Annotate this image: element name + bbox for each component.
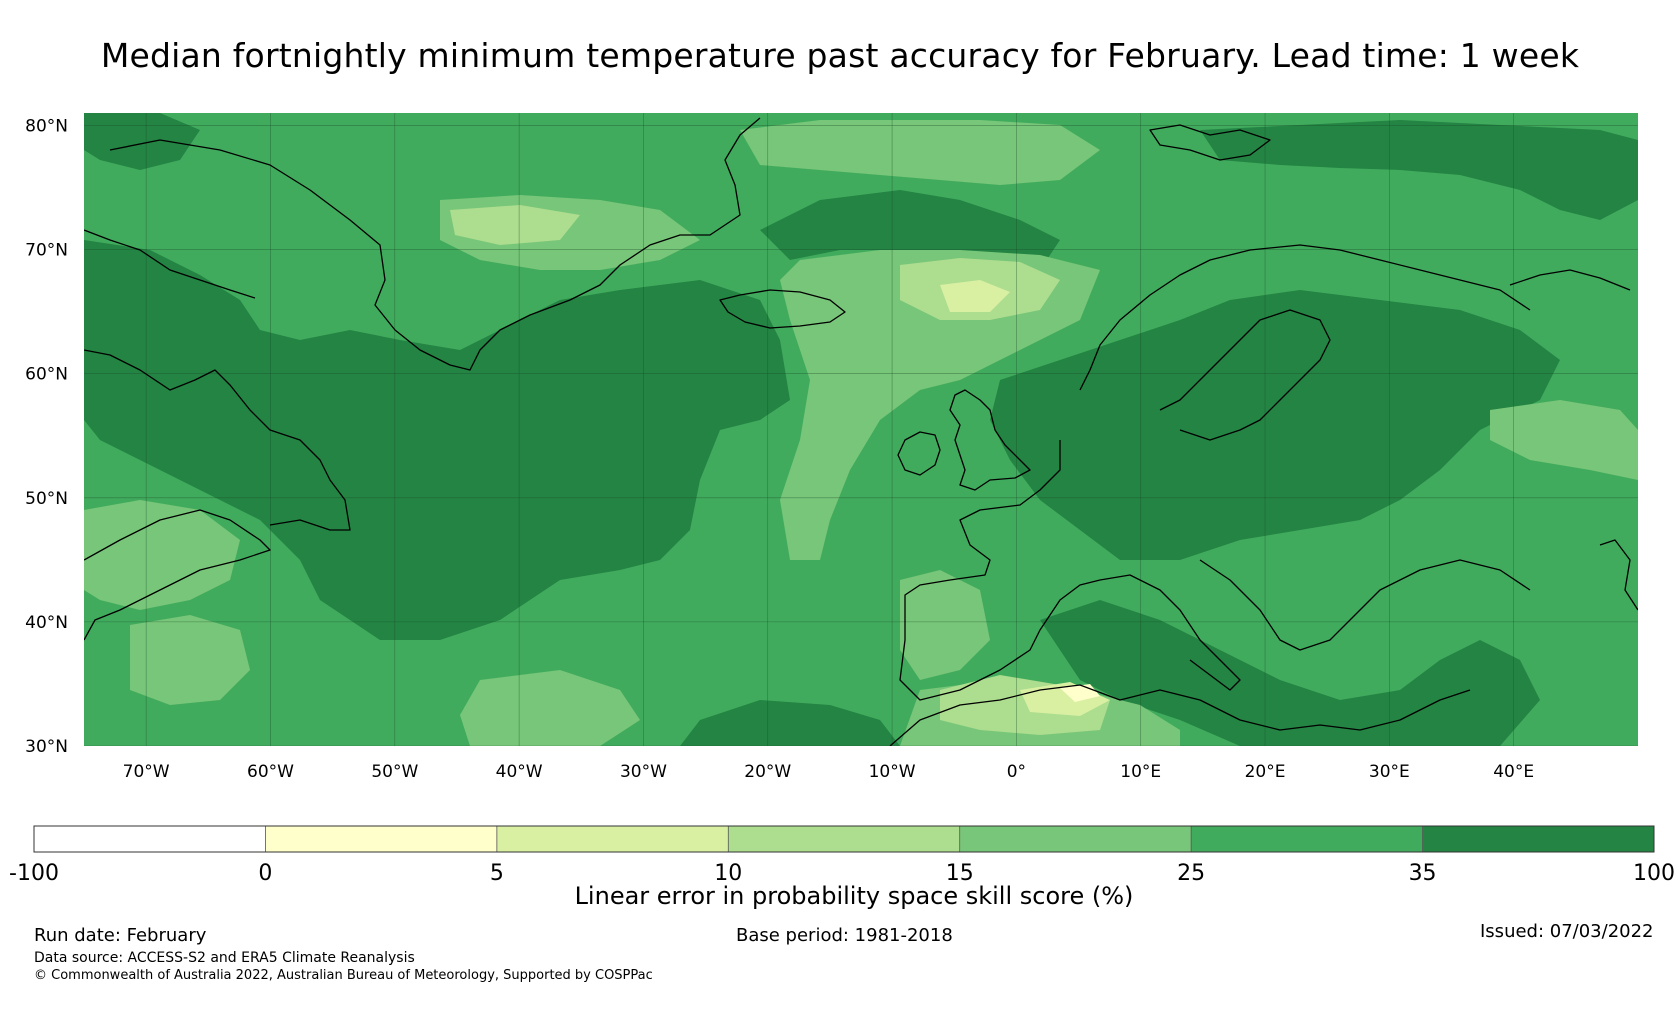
graticule [84, 113, 1638, 746]
latitude-tick-label: 40°N [25, 613, 68, 633]
longitude-labels: 70°W 60°W 50°W 40°W 30°W 20°W 10°W 0° 10°E 20°E 30… [123, 762, 1534, 782]
colorbar-tick-label: 5 [490, 861, 504, 886]
colorbar-bin [496, 826, 729, 852]
colorbar-tick-label: 25 [1177, 861, 1205, 886]
longitude-tick-label: 20°E [1245, 762, 1286, 782]
region-medium-skill [84, 500, 240, 610]
base-period: Base period: 1981-2018 [736, 925, 953, 946]
coastline-baffin [84, 229, 256, 299]
colorbar-bin [1191, 826, 1423, 852]
coastline-novaya [1509, 269, 1631, 291]
colorbar-tick-label: 35 [1409, 861, 1437, 886]
longitude-tick-label: 10°W [869, 762, 916, 782]
longitude-tick-label: 40°W [496, 762, 543, 782]
map-title: Median fortnightly minimum temperature p… [100, 36, 1580, 75]
latitude-tick-label: 30°N [25, 737, 68, 757]
colorbar-title: Linear error in probability space skill … [574, 882, 1134, 910]
longitude-tick-label: 50°W [371, 762, 418, 782]
coastline-west-europe [899, 440, 1101, 701]
data-source: Data source: ACCESS-S2 and ERA5 Climate … [34, 950, 415, 966]
coastline-canada-east [84, 509, 271, 641]
skill-score-map [84, 113, 1638, 746]
region-medium-skill [460, 670, 640, 746]
issued-date: Issued: 07/03/2022 [1480, 921, 1654, 942]
coastline-north-africa [889, 684, 1471, 746]
longitude-tick-label: 30°E [1369, 762, 1410, 782]
skill-regions [84, 113, 1638, 746]
region-high-skill [1040, 600, 1540, 746]
colorbar-tick-label: 100 [1633, 861, 1675, 886]
coastline-britain [949, 389, 1031, 491]
region-medium-skill [1490, 400, 1638, 480]
run-date: Run date: February [34, 925, 207, 946]
coastline-norway [1079, 244, 1531, 391]
latitude-tick-label: 60°N [25, 365, 68, 385]
longitude-tick-label: 60°W [247, 762, 294, 782]
region-high-skill [84, 240, 790, 640]
longitude-tick-label: 0° [1007, 762, 1026, 782]
latitude-labels: 80°N 70°N 60°N 50°N 40°N 30°N [25, 116, 68, 757]
colorbar-bin [959, 826, 1192, 852]
latitude-tick-label: 50°N [25, 489, 68, 509]
longitude-tick-label: 40°E [1493, 762, 1534, 782]
colorbar-frame [33, 825, 1655, 853]
colorbar-tick-label: -100 [9, 861, 59, 886]
region-high-skill [680, 700, 900, 746]
longitude-tick-label: 20°W [744, 762, 791, 782]
coastline-svalbard [1149, 124, 1271, 161]
coastline-east [1599, 539, 1638, 611]
coastline-greenland [109, 117, 761, 371]
longitude-tick-label: 70°W [123, 762, 170, 782]
region-medium-skill [900, 570, 990, 680]
colorbar-bin [728, 826, 960, 852]
coastline-baltic [1159, 309, 1331, 441]
region-medium-skill [740, 120, 1100, 185]
coastline-labrador [84, 349, 351, 531]
colorbar-bin [1422, 826, 1654, 852]
coastline-ireland [897, 431, 941, 476]
region-low-skill [450, 205, 580, 245]
region-high-skill [990, 290, 1560, 560]
colorbar-bin [34, 826, 266, 852]
coastlines [84, 117, 1638, 746]
region-high-skill [84, 113, 200, 170]
latitude-tick-label: 80°N [25, 116, 68, 136]
colorbar-bin [265, 826, 497, 852]
coastline-iceland [719, 289, 846, 329]
coastline-balkans [1199, 559, 1531, 651]
region-very-low-skill [940, 280, 1010, 312]
longitude-tick-label: 10°E [1120, 762, 1161, 782]
colorbar: -100 0 5 10 15 25 35 100 [9, 825, 1675, 886]
colorbar-tick-label: 0 [258, 861, 272, 886]
latitude-tick-label: 70°N [25, 241, 68, 261]
longitude-tick-label: 30°W [620, 762, 667, 782]
region-high-skill [760, 190, 1060, 270]
copyright-notice: © Commonwealth of Australia 2022, Austra… [34, 968, 653, 983]
region-medium-skill [780, 250, 1100, 560]
colorbar-tick-label: 10 [714, 861, 742, 886]
region-high-skill [1200, 120, 1638, 220]
coastline-italy [1099, 574, 1241, 691]
colorbar-tick-label: 15 [946, 861, 974, 886]
region-medium-skill [130, 615, 250, 705]
